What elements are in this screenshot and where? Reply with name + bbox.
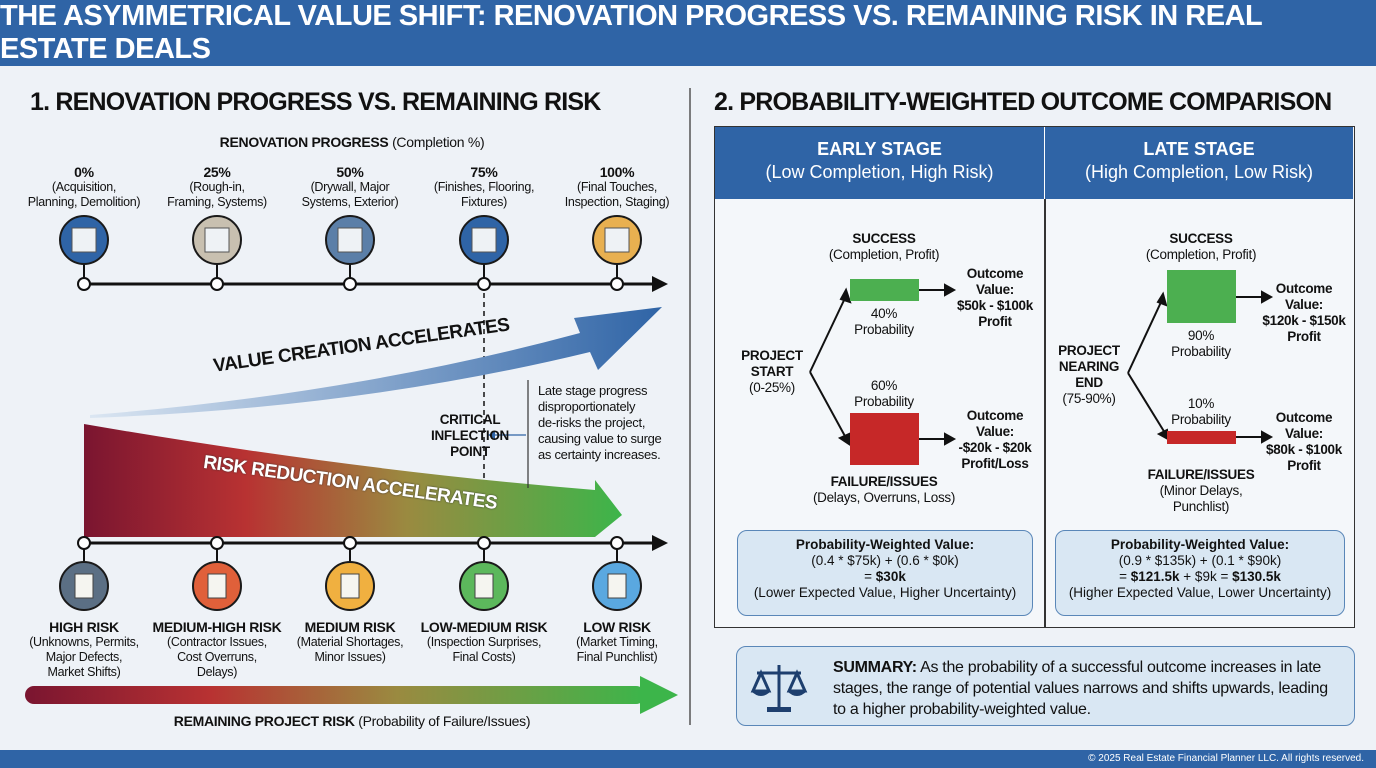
value-creation-arrow: [90, 307, 662, 418]
left-section-title: 1. RENOVATION PROGRESS VS. REMAINING RIS…: [30, 88, 601, 116]
risk-label: HIGH RISK (Unknowns, Permits, Major Defect…: [29, 619, 139, 680]
footer-copyright: © 2025 Real Estate Financial Planner LLC…: [0, 750, 1376, 768]
remaining-risk-arrow: [640, 676, 678, 714]
late-failure-probability: 10% Probability: [1171, 396, 1231, 427]
risk-reduction-wedge: [84, 424, 622, 537]
risk-node: [610, 536, 624, 550]
early-success-probability: 40% Probability: [854, 306, 914, 337]
room-finish-icon: [459, 215, 509, 265]
risk-axis-title: REMAINING PROJECT RISK (Probability of F…: [173, 713, 531, 729]
early-project-start: PROJECT START (0-25%): [741, 348, 803, 395]
scales-icon: [750, 665, 808, 712]
progress-node: [477, 277, 491, 291]
late-success-probability: 90% Probability: [1171, 328, 1231, 359]
inflection-point-label: CRITICAL INFLECTION POINT: [431, 412, 509, 459]
early-success-outcome: Outcome Value: $50k - $100k Profit: [957, 266, 1033, 329]
clipboard-icon: [325, 561, 375, 611]
late-success-label: SUCCESS (Completion, Profit): [1145, 231, 1257, 262]
early-success-label: SUCCESS (Completion, Profit): [828, 231, 940, 262]
right-section-title: 2. PROBABILITY-WEIGHTED OUTCOME COMPARIS…: [714, 88, 1332, 116]
late-failure-label: FAILURE/ISSUES (Minor Delays, Punchlist): [1147, 467, 1255, 514]
staged-room-icon: [592, 215, 642, 265]
sun-cloud-icon: [592, 561, 642, 611]
remaining-risk-bar: [25, 686, 645, 704]
risk-axis-arrow: [652, 535, 668, 551]
barrier-icon: [192, 561, 242, 611]
early-failure-probability: 60% Probability: [854, 378, 914, 409]
house-icon: [325, 215, 375, 265]
stage-label: 50% (Drywall, Major Systems, Exterior): [301, 164, 399, 210]
demolition-icon: [59, 215, 109, 265]
early-failure-label: FAILURE/ISSUES (Delays, Overruns, Loss): [812, 474, 956, 505]
late-failure-outcome: Outcome Value: $80k - $100k Profit: [1266, 410, 1342, 473]
checklist-icon: [459, 561, 509, 611]
progress-node: [77, 277, 91, 291]
early-failure-outcome: Outcome Value: -$20k - $20k Profit/Loss: [958, 408, 1032, 471]
stage-label: 100% (Final Touches, Inspection, Staging): [564, 164, 670, 210]
progress-node: [610, 277, 624, 291]
summary-box: SUMMARY: As the probability of a success…: [736, 646, 1355, 726]
summary-text: SUMMARY: As the probability of a success…: [833, 659, 1328, 718]
inflection-annotation: Late stage progress disproportionately de-…: [538, 383, 662, 462]
early-stage-header: EARLY STAGE (Low Completion, High Risk): [715, 127, 1044, 199]
stage-label: 75% (Finishes, Flooring, Fixtures): [433, 164, 535, 210]
progress-axis-title: RENOVATION PROGRESS (Completion %): [219, 134, 485, 150]
progress-node: [343, 277, 357, 291]
early-weighted-value-box: Probability-Weighted Value: (0.4 * $75k) …: [737, 530, 1033, 616]
progress-node: [210, 277, 224, 291]
risk-node: [77, 536, 91, 550]
late-success-outcome: Outcome Value: $120k - $150k Profit: [1262, 281, 1346, 344]
progress-axis-arrow: [652, 276, 668, 292]
risk-label: LOW-MEDIUM RISK (Inspection Surprises, Fin…: [420, 619, 548, 665]
late-project-start: PROJECT NEARING END (75-90%): [1058, 343, 1120, 406]
storm-icon: [59, 561, 109, 611]
risk-label: MEDIUM-HIGH RISK (Contractor Issues, Cost …: [152, 619, 282, 680]
page-title: THE ASYMMETRICAL VALUE SHIFT: RENOVATION…: [0, 0, 1376, 66]
late-weighted-value-box: Probability-Weighted Value: (0.9 * $135k)…: [1055, 530, 1345, 616]
risk-node: [210, 536, 224, 550]
risk-node: [477, 536, 491, 550]
late-stage-header: LATE STAGE (High Completion, Low Risk): [1044, 127, 1353, 199]
risk-node: [343, 536, 357, 550]
stage-label: 25% (Rough-in, Framing, Systems): [167, 164, 267, 210]
framing-icon: [192, 215, 242, 265]
risk-label: LOW RISK (Market Timing, Final Punchlist): [576, 619, 658, 665]
risk-label: MEDIUM RISK (Material Shortages, Minor Iss…: [296, 619, 404, 665]
stage-label: 0% (Acquisition, Planning, Demolition): [27, 164, 141, 210]
